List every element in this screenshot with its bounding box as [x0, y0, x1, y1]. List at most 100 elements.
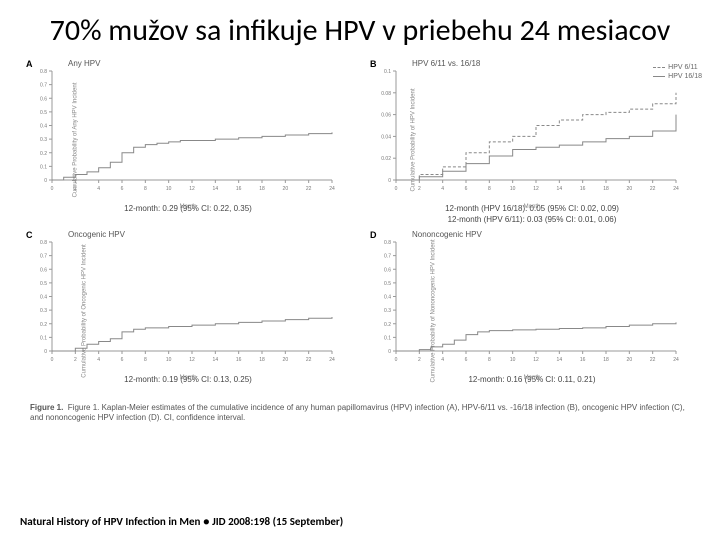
legend-label: HPV 6/11: [668, 63, 697, 72]
svg-text:0.3: 0.3: [40, 308, 47, 314]
svg-text:10: 10: [166, 186, 172, 192]
slide-title: 70% mužov sa infikuje HPV v priebehu 24 …: [20, 14, 700, 49]
svg-text:0.7: 0.7: [40, 82, 47, 88]
svg-text:8: 8: [144, 186, 147, 192]
legend-item: HPV 16/18: [653, 72, 702, 81]
svg-text:14: 14: [213, 357, 219, 363]
svg-text:0.7: 0.7: [40, 253, 47, 259]
svg-text:8: 8: [488, 357, 491, 363]
panel-b-ylabel: Cumulative Probability of HPV Incident: [411, 88, 417, 191]
figure-caption-text: Figure 1. Kaplan-Meier estimates of the …: [30, 403, 685, 422]
svg-text:0.6: 0.6: [384, 267, 391, 273]
svg-text:0: 0: [395, 357, 398, 363]
panel-c: C Oncogenic HPV Cumulative Probability o…: [20, 228, 356, 395]
svg-text:12: 12: [189, 186, 195, 192]
slide: 70% mužov sa infikuje HPV v priebehu 24 …: [0, 0, 720, 540]
svg-text:24: 24: [673, 357, 679, 363]
svg-text:0: 0: [395, 186, 398, 192]
svg-text:10: 10: [510, 186, 516, 192]
panel-c-chart: 02468101214161820222400.10.20.30.40.50.6…: [20, 228, 340, 373]
svg-text:0.1: 0.1: [40, 335, 47, 341]
svg-text:6: 6: [121, 186, 124, 192]
svg-text:10: 10: [166, 357, 172, 363]
svg-text:16: 16: [580, 186, 586, 192]
legend-item: HPV 6/11: [653, 63, 702, 72]
legend-line-icon: [653, 67, 665, 68]
svg-text:0: 0: [388, 178, 391, 184]
panel-c-label: C: [26, 230, 33, 240]
svg-text:16: 16: [236, 186, 242, 192]
legend-line-icon: [653, 76, 665, 77]
svg-text:0.5: 0.5: [40, 109, 47, 115]
panel-d-ylabel: Cumulative Probability of Nononcogenic H…: [431, 239, 437, 382]
svg-text:0.4: 0.4: [384, 294, 391, 300]
svg-text:22: 22: [650, 186, 656, 192]
svg-text:20: 20: [283, 186, 289, 192]
svg-text:12: 12: [533, 357, 539, 363]
svg-text:0.4: 0.4: [40, 294, 47, 300]
svg-text:14: 14: [557, 357, 563, 363]
svg-text:16: 16: [580, 357, 586, 363]
svg-text:0.6: 0.6: [40, 267, 47, 273]
svg-text:18: 18: [603, 357, 609, 363]
panel-d: D Nononcogenic HPV Cumulative Probabilit…: [364, 228, 700, 395]
svg-text:24: 24: [329, 357, 335, 363]
svg-text:0: 0: [51, 357, 54, 363]
svg-text:0.1: 0.1: [384, 335, 391, 341]
panel-a: A Any HPV Cumulative Probability of Any …: [20, 57, 356, 224]
panel-c-title: Oncogenic HPV: [68, 230, 125, 239]
panel-a-title: Any HPV: [68, 59, 100, 68]
svg-text:0: 0: [388, 349, 391, 355]
svg-text:12: 12: [189, 357, 195, 363]
svg-text:24: 24: [329, 186, 335, 192]
svg-text:24: 24: [673, 186, 679, 192]
panel-d-label: D: [370, 230, 377, 240]
svg-text:8: 8: [144, 357, 147, 363]
legend-label: HPV 16/18: [668, 72, 702, 81]
footer-citation: Natural History of HPV Infection in Men …: [20, 515, 343, 528]
panel-d-title: Nononcogenic HPV: [412, 230, 482, 239]
svg-text:0.02: 0.02: [381, 156, 391, 162]
svg-text:22: 22: [650, 357, 656, 363]
svg-text:4: 4: [441, 357, 444, 363]
svg-text:22: 22: [306, 357, 312, 363]
svg-text:0.2: 0.2: [384, 321, 391, 327]
svg-text:12: 12: [533, 186, 539, 192]
panel-a-xlabel: Month: [180, 204, 197, 210]
svg-text:2: 2: [418, 186, 421, 192]
figure-caption: Figure 1. Figure 1. Kaplan-Meier estimat…: [30, 403, 690, 424]
panel-b-label: B: [370, 59, 377, 69]
svg-text:8: 8: [488, 186, 491, 192]
svg-text:18: 18: [259, 357, 265, 363]
svg-text:0: 0: [44, 178, 47, 184]
panel-a-ylabel: Cumulative Probability of Any HPV Incide…: [72, 83, 78, 198]
svg-text:0.06: 0.06: [381, 112, 391, 118]
svg-text:0.08: 0.08: [381, 90, 391, 96]
svg-text:20: 20: [627, 186, 633, 192]
panel-c-xlabel: Month: [180, 375, 197, 381]
svg-text:4: 4: [441, 186, 444, 192]
svg-text:0.8: 0.8: [40, 69, 47, 75]
figure-grid: A Any HPV Cumulative Probability of Any …: [20, 57, 700, 395]
svg-text:14: 14: [213, 186, 219, 192]
panel-b-caption2: 12-month (HPV 6/11): 0.03 (95% CI: 0.01,…: [364, 215, 700, 224]
svg-text:2: 2: [74, 357, 77, 363]
svg-text:0.1: 0.1: [384, 69, 391, 75]
svg-text:0.7: 0.7: [384, 253, 391, 259]
svg-text:0.8: 0.8: [384, 240, 391, 246]
svg-text:0.2: 0.2: [40, 321, 47, 327]
panel-b-title: HPV 6/11 vs. 16/18: [412, 59, 480, 68]
svg-text:0.3: 0.3: [384, 308, 391, 314]
svg-text:0: 0: [44, 349, 47, 355]
svg-text:4: 4: [97, 357, 100, 363]
svg-text:2: 2: [418, 357, 421, 363]
svg-text:10: 10: [510, 357, 516, 363]
svg-text:0.8: 0.8: [40, 240, 47, 246]
svg-text:14: 14: [557, 186, 563, 192]
svg-text:0.3: 0.3: [40, 137, 47, 143]
panel-a-label: A: [26, 59, 33, 69]
svg-text:6: 6: [465, 357, 468, 363]
svg-text:0.5: 0.5: [384, 280, 391, 286]
panel-b-legend: HPV 6/11 HPV 16/18: [653, 63, 702, 81]
panel-c-ylabel: Cumulative Probability of Oncogenic HPV …: [82, 244, 88, 377]
